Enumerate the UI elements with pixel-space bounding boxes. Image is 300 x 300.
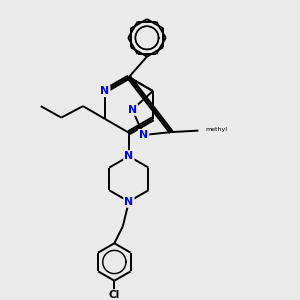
Text: N: N <box>124 151 134 161</box>
Text: N: N <box>128 105 137 115</box>
Text: N: N <box>100 86 109 96</box>
Text: methyl: methyl <box>205 127 227 132</box>
Text: N: N <box>139 130 148 140</box>
Text: N: N <box>124 196 134 207</box>
Text: Cl: Cl <box>109 290 120 300</box>
